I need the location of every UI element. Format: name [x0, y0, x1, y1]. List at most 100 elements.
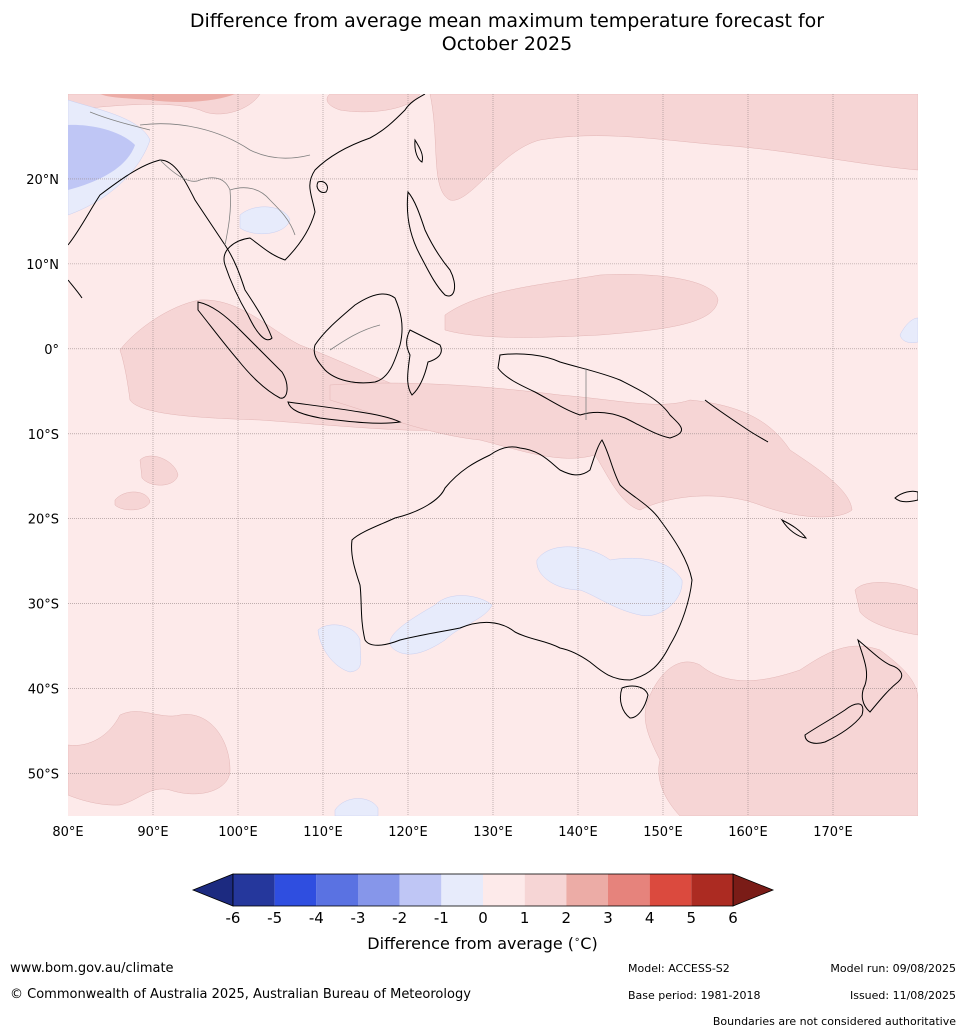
- colorbar-tick-label: 2: [562, 909, 572, 927]
- chart-title: Difference from average mean maximum tem…: [0, 10, 965, 56]
- axis-tick-labels: 80°E 90°E 100°E 110°E 120°E 130°E 140°E 150°E 16…: [26, 173, 853, 840]
- colorbar-swatch: [358, 874, 400, 906]
- colorbar-swatch: [233, 874, 275, 906]
- colorbar-tick-label: -4: [309, 909, 324, 927]
- colorbar: -6 -5 -4 -3 -2 -1 0 1 2 3 4 5 6: [191, 873, 775, 927]
- lat-tick-label: 40°S: [28, 683, 59, 698]
- region-southern-spot-cool: [334, 798, 379, 816]
- coastline-asia-mainland: [68, 94, 426, 341]
- region-southwest-australia-cool-2: [317, 624, 362, 673]
- footer-disclaimer: Boundaries are not considered authoritat…: [712, 1015, 956, 1028]
- coastline-philippines: [406, 190, 456, 297]
- border-china-south: [139, 123, 311, 159]
- footer-url[interactable]: www.bom.gov.au/climate: [10, 961, 174, 976]
- region-central-australia-cool: [536, 546, 683, 617]
- colorbar-swatch: [608, 874, 650, 906]
- coastline-sulawesi: [406, 329, 442, 396]
- region-east-of-nz-warm: [854, 582, 918, 636]
- coastline-taiwan: [414, 138, 423, 163]
- region-indochina-cool: [239, 206, 291, 235]
- footer-issued: Issued: 11/08/2025: [849, 989, 956, 1002]
- colorbar-swatch: [441, 874, 483, 906]
- footer-base-period: Base period: 1981-2018: [628, 989, 761, 1002]
- colorbar-tick-label: -3: [351, 909, 366, 927]
- colorbar-swatch: [274, 874, 317, 906]
- region-west-pacific-north-warm-2: [326, 94, 421, 113]
- coastline-borneo: [313, 293, 403, 384]
- lat-tick-label: 0°: [44, 343, 59, 358]
- colorbar-swatch: [483, 874, 525, 906]
- colorbar-tick-label: 4: [645, 909, 655, 927]
- lon-tick-label: 100°E: [218, 825, 258, 840]
- anomaly-regions: [68, 94, 918, 816]
- lon-tick-label: 160°E: [728, 825, 768, 840]
- title-line-1: Difference from average mean maximum tem…: [189, 10, 825, 32]
- colorbar-tick-label: 1: [520, 909, 530, 927]
- region-pacific-equatorial-warm: [444, 274, 719, 338]
- lon-tick-label: 150°E: [643, 825, 683, 840]
- title-line-2: October 2025: [441, 33, 573, 55]
- colorbar-swatch: [399, 874, 442, 906]
- lat-tick-label: 30°S: [28, 598, 59, 613]
- footer-model: Model: ACCESS-S2: [628, 962, 730, 975]
- colorbar-tick-label: 6: [728, 909, 738, 927]
- region-east-pacific-cool: [899, 317, 918, 343]
- lon-tick-label: 120°E: [388, 825, 428, 840]
- colorbar-tick-label: 0: [478, 909, 488, 927]
- region-west-pacific-north-warm: [429, 94, 918, 201]
- colorbar-swatch: [691, 874, 733, 906]
- region-southwest-australia-cool: [389, 595, 493, 655]
- coastline-hainan: [316, 181, 328, 193]
- country-borders: [89, 111, 587, 420]
- coastline-nz-south: [804, 703, 864, 744]
- lon-tick-label: 130°E: [473, 825, 513, 840]
- coastline-solomon: [704, 399, 769, 443]
- region-china-strong-warm: [100, 94, 235, 102]
- colorbar-tick-label: -2: [392, 909, 407, 927]
- lon-tick-label: 140°E: [558, 825, 598, 840]
- colorbar-tick-label: 3: [603, 909, 613, 927]
- lon-tick-label: 170°E: [813, 825, 853, 840]
- region-tasman-nz-warm: [644, 645, 918, 816]
- colorbar-under-arrow: [191, 873, 234, 907]
- colorbar-tick-label: 5: [687, 909, 697, 927]
- coastline-java: [287, 401, 402, 424]
- border-myanmar: [159, 159, 231, 246]
- coastline-new-guinea: [497, 353, 682, 439]
- coastlines: [68, 94, 918, 744]
- lon-tick-label: 90°E: [137, 825, 168, 840]
- region-southern-indian-warm: [68, 711, 231, 806]
- colorbar-over-arrow: [732, 873, 775, 907]
- colorbar-tick-label: -1: [434, 909, 449, 927]
- lat-tick-label: 20°S: [28, 513, 59, 528]
- unit-symbol: C: [580, 934, 592, 953]
- coastline-tasmania: [619, 685, 649, 719]
- coastline-new-caledonia: [780, 518, 808, 539]
- colorbar-swatch: [524, 874, 567, 906]
- colorbar-label: Difference from average (∘C): [367, 934, 598, 953]
- colorbar-tick-label: -5: [267, 909, 282, 927]
- region-northern-australia-warm: [329, 382, 853, 518]
- lon-tick-label: 110°E: [303, 825, 343, 840]
- region-indian-ocean-spot-1: [139, 455, 179, 486]
- coastline-sumatra: [197, 301, 288, 399]
- coastline-fiji: [894, 490, 918, 503]
- border-borneo: [329, 324, 381, 351]
- border-thailand-laos: [229, 187, 296, 236]
- colorbar-swatch: [649, 874, 692, 906]
- lat-tick-label: 20°N: [26, 173, 59, 188]
- lat-tick-label: 10°N: [26, 258, 59, 273]
- coastline-nz-north: [857, 638, 903, 713]
- footer-copyright: © Commonwealth of Australia 2025, Austra…: [10, 987, 471, 1002]
- coastline-australia: [351, 439, 693, 681]
- lon-tick-label: 80°E: [52, 825, 83, 840]
- gridlines: [68, 94, 918, 816]
- degree-symbol: ∘: [574, 934, 581, 946]
- colorbar-border: [232, 873, 734, 907]
- colorbar-tick-label: -6: [226, 909, 241, 927]
- colorbar-swatch: [316, 874, 358, 906]
- coastline-india: [68, 279, 83, 299]
- region-tibet-cool-strong: [68, 124, 135, 190]
- lat-tick-label: 10°S: [28, 428, 59, 443]
